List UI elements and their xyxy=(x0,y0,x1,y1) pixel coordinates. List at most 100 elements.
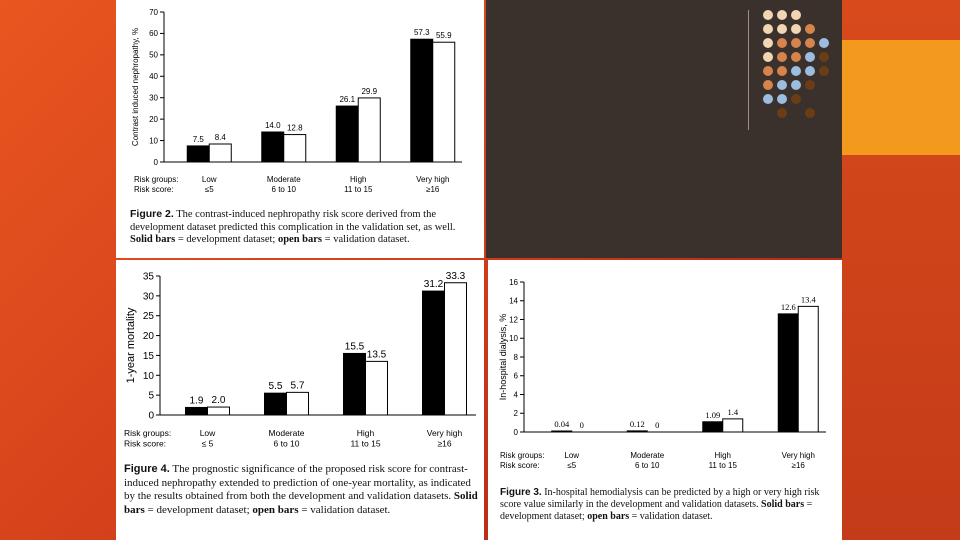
decor-dot xyxy=(777,38,787,48)
bar-value-label: 33.3 xyxy=(446,271,466,282)
bar-development xyxy=(335,105,359,163)
bar-value-label: 7.5 xyxy=(193,135,205,144)
category-label: High xyxy=(350,175,366,184)
bar-development xyxy=(410,38,434,163)
row-label-risk-score: Risk score: xyxy=(500,461,540,470)
risk-score-label: ≥16 xyxy=(437,439,451,449)
decor-dot xyxy=(791,66,801,76)
risk-score-label: ≤5 xyxy=(205,185,214,194)
decor-dot xyxy=(763,38,773,48)
decor-dot xyxy=(777,108,787,118)
bar-value-label: 29.9 xyxy=(361,87,377,96)
bar-value-label: 12.8 xyxy=(287,124,303,133)
decor-dot xyxy=(805,80,815,90)
bar-development xyxy=(264,392,287,416)
decor-dot xyxy=(805,38,815,48)
bar-value-label: 0.04 xyxy=(554,419,570,429)
y-axis-label: Contrast induced nephropathy, % xyxy=(131,28,140,146)
decor-dot xyxy=(791,10,801,20)
bar-validation xyxy=(208,143,232,163)
bar-development xyxy=(185,406,208,416)
bar-validation xyxy=(357,97,381,163)
y-tick-label: 10 xyxy=(149,136,158,145)
decor-dot xyxy=(791,38,801,48)
decor-dot xyxy=(805,66,815,76)
risk-score-label: 6 to 10 xyxy=(274,439,300,449)
decor-dot xyxy=(777,52,787,62)
y-tick-label: 10 xyxy=(509,334,518,343)
y-tick-label: 60 xyxy=(149,29,158,38)
caption-eq1: = development dataset; xyxy=(500,499,813,522)
decor-dot xyxy=(777,80,787,90)
risk-score-label: ≤ 5 xyxy=(202,439,214,449)
caption-eq2: = validation dataset. xyxy=(324,234,410,245)
bar-development xyxy=(777,313,799,433)
figure-2-panel: 0 10 20 30 40 50 60 70 Contrast induced nephropa… xyxy=(116,0,484,258)
y-tick-label: 6 xyxy=(514,372,519,381)
category-label: Very high xyxy=(416,175,449,184)
bar-value-label: 0 xyxy=(655,420,659,430)
caption-label: Figure 3. xyxy=(500,487,542,498)
bar-value-label: 1.4 xyxy=(727,407,738,417)
bar-value-label: 55.9 xyxy=(436,31,452,40)
decor-dot xyxy=(763,52,773,62)
decor-dot xyxy=(777,66,787,76)
y-tick-label: 20 xyxy=(149,115,158,124)
caption-solid: Solid bars xyxy=(761,499,805,510)
caption-label: Figure 4. xyxy=(124,463,170,475)
bar-value-label: 0 xyxy=(580,420,584,430)
decor-dot xyxy=(819,66,829,76)
bar-validation xyxy=(365,360,388,416)
caption-text: The prognostic significance of the propo… xyxy=(124,463,471,502)
bar-value-label: 31.2 xyxy=(424,279,444,290)
decor-dot xyxy=(805,52,815,62)
decor-dot xyxy=(777,24,787,34)
figure-3-chart: 0 2 4 6 8 10 12 14 16 In-hospital dialysis, % 0.04… xyxy=(498,278,826,470)
bar-value-label: 1.09 xyxy=(705,410,720,420)
y-tick-label: 35 xyxy=(143,272,155,283)
caption-open: open bars xyxy=(587,511,630,522)
bar-development xyxy=(551,430,573,433)
bar-validation xyxy=(286,391,309,416)
decor-dot xyxy=(777,94,787,104)
bar-value-label: 0.12 xyxy=(630,419,645,429)
category-label: Low xyxy=(200,428,216,438)
caption-solid: Solid bars xyxy=(130,234,176,245)
y-tick-label: 0 xyxy=(514,428,519,437)
caption-label: Figure 2. xyxy=(130,208,174,220)
decor-dot xyxy=(805,108,815,118)
bar-value-label: 15.5 xyxy=(345,341,365,352)
caption-text: The contrast-induced nephropathy risk sc… xyxy=(130,209,456,233)
category-label: Low xyxy=(202,175,217,184)
bar-value-label: 13.5 xyxy=(367,349,387,360)
row-label-risk-score: Risk score: xyxy=(134,185,174,194)
y-tick-label: 12 xyxy=(509,315,518,324)
y-tick-label: 50 xyxy=(149,51,158,60)
bar-development xyxy=(702,421,724,433)
figure-2-chart: 0 10 20 30 40 50 60 70 Contrast induced nephropa… xyxy=(131,8,462,194)
figure-4-panel: 0 5 10 15 20 25 30 35 1-year mortality 1.9 2.0 Low ≤… xyxy=(116,260,484,540)
decor-dot xyxy=(777,10,787,20)
decor-dot xyxy=(763,94,773,104)
risk-score-label: 11 to 15 xyxy=(350,439,380,449)
category-label: High xyxy=(715,451,731,460)
bar-development xyxy=(186,145,210,163)
bar-value-label: 1.9 xyxy=(190,395,204,406)
y-tick-label: 40 xyxy=(149,72,158,81)
bar-validation xyxy=(432,41,456,163)
risk-score-label: ≥16 xyxy=(792,461,806,470)
bar-development xyxy=(626,430,648,433)
category-label: Moderate xyxy=(267,175,301,184)
figure-3-caption: Figure 3. In-hospital hemodialysis can b… xyxy=(500,487,836,523)
risk-score-label: 6 to 10 xyxy=(635,461,660,470)
bar-value-label: 57.3 xyxy=(414,28,430,37)
bar-value-label: 14.0 xyxy=(265,121,281,130)
bar-value-label: 26.1 xyxy=(339,95,355,104)
y-tick-label: 30 xyxy=(149,94,158,103)
decor-divider-line xyxy=(748,10,749,130)
caption-text: In-hospital hemodialysis can be predicte… xyxy=(500,487,820,510)
bar-value-label: 8.4 xyxy=(215,133,227,142)
bar-validation xyxy=(444,282,467,416)
bar-development xyxy=(422,290,445,416)
decor-dot xyxy=(763,10,773,20)
